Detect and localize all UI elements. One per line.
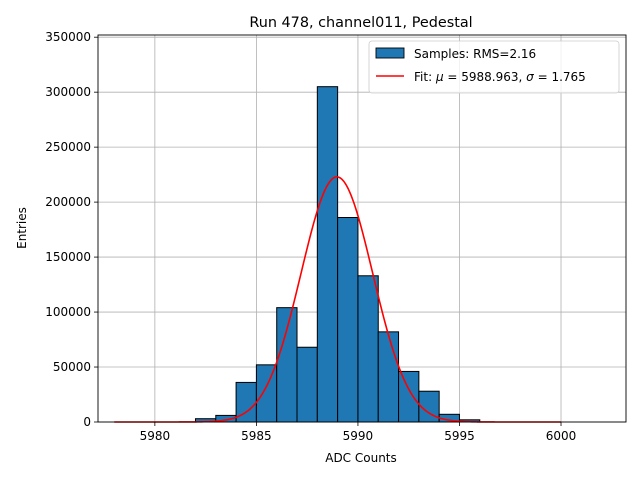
x-axis-ticks: 5980 5985 5990 5995 6000 bbox=[140, 422, 577, 443]
legend-samples-label: Samples: RMS=2.16 bbox=[414, 47, 536, 61]
legend-fit-label: Fit: μ = 5988.963, σ = 1.765 bbox=[414, 70, 586, 84]
y-axis-ticks: 0 50000 100000 150000 200000 250000 300000 3500… bbox=[45, 30, 98, 429]
x-tick-label: 5990 bbox=[343, 429, 374, 443]
plot-frame bbox=[97, 34, 627, 423]
x-tick-label: 5995 bbox=[444, 429, 475, 443]
legend-fit-mu-symbol: μ bbox=[435, 70, 444, 84]
legend-box bbox=[368, 40, 620, 94]
y-tick-label: 50000 bbox=[53, 360, 91, 374]
y-tick-label: 100000 bbox=[45, 305, 91, 319]
y-tick-label: 0 bbox=[83, 415, 91, 429]
legend-fit-prefix: Fit: bbox=[414, 70, 436, 84]
y-tick-label: 350000 bbox=[45, 30, 91, 44]
histogram-bar bbox=[337, 217, 359, 423]
x-tick-label: 6000 bbox=[546, 429, 577, 443]
legend-fit-sigma-value: = 1.765 bbox=[534, 70, 586, 84]
y-tick-label: 300000 bbox=[45, 85, 91, 99]
y-tick-label: 250000 bbox=[45, 140, 91, 154]
legend-fit-mu-value: = 5988.963, bbox=[444, 70, 527, 84]
chart-title: Run 478, channel011, Pedestal bbox=[249, 15, 472, 31]
y-axis-label: Entries bbox=[15, 207, 29, 249]
bars-layer bbox=[194, 86, 481, 423]
histogram-bar bbox=[357, 275, 379, 423]
y-tick-label: 200000 bbox=[45, 195, 91, 209]
legend: Samples: RMS=2.16 Fit: μ = 5988.963, σ =… bbox=[368, 40, 620, 94]
histogram-bar bbox=[276, 307, 298, 423]
histogram-bar bbox=[296, 346, 318, 423]
histogram-bar bbox=[377, 331, 400, 423]
legend-samples-swatch bbox=[375, 47, 405, 59]
y-tick-label: 150000 bbox=[45, 250, 91, 264]
histogram-bar bbox=[316, 86, 339, 423]
x-axis-label: ADC Counts bbox=[325, 451, 397, 465]
histogram-bar bbox=[255, 364, 278, 423]
legend-fit-sigma-symbol: σ bbox=[526, 70, 534, 84]
x-tick-label: 5985 bbox=[241, 429, 272, 443]
histogram-bar bbox=[398, 370, 420, 423]
x-tick-label: 5980 bbox=[140, 429, 171, 443]
